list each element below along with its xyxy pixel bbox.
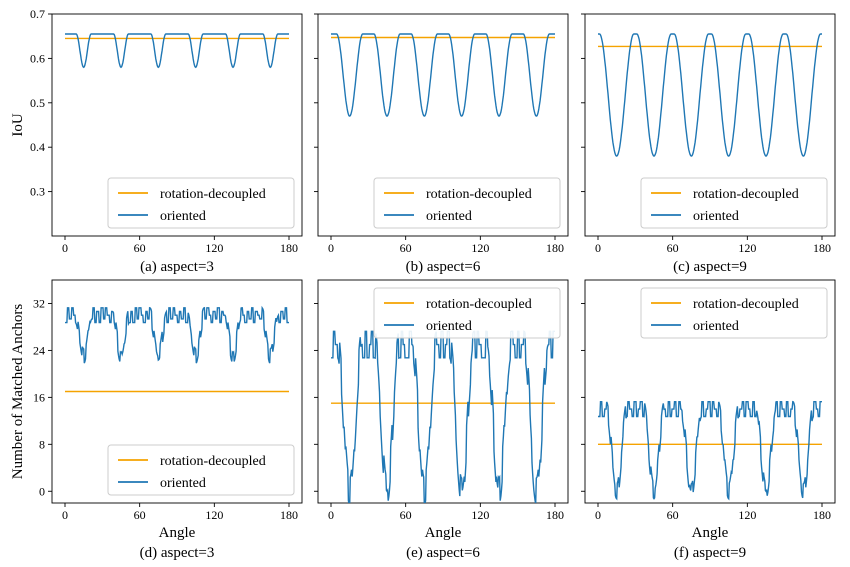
subplot-a: 0 60 120 180 0.3 0.4 0.5 0.6 0.7 rotation-decoupl…	[10, 7, 303, 275]
series-line-oriented	[598, 33, 822, 157]
legend-label: rotation-decoupled	[693, 297, 799, 312]
x-tick-label: 0	[328, 508, 334, 522]
legend-label: oriented	[160, 476, 206, 491]
y-tick-label: 0.5	[30, 96, 45, 110]
series-line-oriented	[65, 33, 289, 69]
x-tick-label: 120	[471, 241, 489, 255]
x-tick-label: 0	[595, 241, 601, 255]
x-tick-label: 180	[546, 508, 564, 522]
x-tick-label: 120	[471, 508, 489, 522]
legend-label: oriented	[693, 209, 739, 224]
x-tick-label: 60	[400, 508, 412, 522]
legend: rotation-decoupled oriented	[373, 287, 561, 339]
x-tick-label: 60	[134, 508, 146, 522]
series-line-oriented	[598, 400, 822, 501]
subplot-caption: (e) aspect=6	[406, 545, 480, 561]
legend-box	[107, 444, 295, 496]
legend-box	[373, 177, 561, 229]
legend-box	[640, 177, 828, 229]
x-tick-label: 180	[546, 241, 564, 255]
subplot-d: 0 60 120 180 0 8 16 24 32 rotation-decoupled orien…	[10, 279, 303, 561]
legend-box	[373, 287, 561, 339]
x-tick-label: 120	[205, 241, 223, 255]
x-tick-label: 120	[738, 241, 756, 255]
x-tick-label: 120	[205, 508, 223, 522]
x-tick-label: 0	[595, 508, 601, 522]
axes-frame	[584, 13, 836, 237]
x-tick-label: 0	[62, 241, 68, 255]
legend-label: rotation-decoupled	[693, 187, 799, 202]
y-tick-label: 16	[33, 390, 45, 404]
y-tick-label: 0.4	[30, 140, 45, 154]
legend: rotation-decoupled oriented	[107, 444, 295, 496]
subplot-c: 0 60 120 180 rotation-decoupled oriented (c) a…	[581, 13, 836, 275]
legend-box	[640, 287, 828, 339]
subplot-caption: (b) aspect=6	[406, 259, 481, 275]
y-axis-label: Number of Matched Anchors	[10, 304, 26, 480]
x-axis-label: Angle	[692, 525, 729, 541]
x-tick-label: 180	[813, 241, 831, 255]
legend: rotation-decoupled oriented	[373, 177, 561, 229]
legend-label: rotation-decoupled	[426, 187, 532, 202]
y-axis-label: IoU	[10, 113, 26, 136]
legend-label: rotation-decoupled	[426, 297, 532, 312]
x-tick-label: 60	[667, 241, 679, 255]
x-tick-label: 0	[62, 508, 68, 522]
legend-box	[107, 177, 295, 229]
axes-frame	[317, 279, 569, 504]
subplot-f: 0 60 120 180 rotation-decoupled oriented Angle…	[581, 279, 836, 561]
legend-label: rotation-decoupled	[160, 187, 266, 202]
y-tick-label: 0.3	[30, 185, 45, 199]
x-tick-label: 0	[328, 241, 334, 255]
axes-frame	[317, 13, 569, 237]
series-line-oriented	[65, 305, 289, 364]
series-line-oriented	[331, 330, 555, 503]
axes-frame	[584, 279, 836, 504]
y-tick-label: 0	[39, 484, 45, 498]
legend: rotation-decoupled oriented	[640, 177, 828, 229]
legend-label: oriented	[693, 319, 739, 334]
y-tick-label: 0.7	[30, 7, 45, 21]
x-tick-label: 60	[134, 241, 146, 255]
axes-frame	[51, 279, 303, 504]
legend-label: oriented	[426, 319, 472, 334]
subplot-caption: (d) aspect=3	[140, 545, 215, 561]
series-line-oriented	[331, 33, 555, 117]
x-tick-label: 60	[667, 508, 679, 522]
y-tick-label: 0.6	[30, 51, 45, 65]
legend-label: rotation-decoupled	[160, 454, 266, 469]
y-tick-label: 24	[33, 343, 45, 357]
x-tick-label: 60	[400, 241, 412, 255]
x-tick-label: 120	[738, 508, 756, 522]
subplot-caption: (f) aspect=9	[674, 545, 746, 561]
x-tick-label: 180	[813, 508, 831, 522]
legend-label: oriented	[160, 209, 206, 224]
subplot-e: 0 60 120 180 rotation-decoupled oriented Angle…	[314, 279, 569, 561]
x-axis-label: Angle	[425, 525, 462, 541]
legend: rotation-decoupled oriented	[107, 177, 295, 229]
legend: rotation-decoupled oriented	[640, 287, 828, 339]
x-tick-label: 180	[280, 241, 298, 255]
subplot-b: 0 60 120 180 rotation-decoupled oriented (b) a…	[314, 13, 569, 275]
subplot-caption: (c) aspect=9	[673, 259, 747, 275]
x-tick-label: 180	[280, 508, 298, 522]
x-axis-label: Angle	[159, 525, 196, 541]
y-tick-label: 32	[33, 296, 45, 310]
y-tick-label: 8	[39, 437, 45, 451]
axes-frame	[51, 13, 303, 237]
subplot-caption: (a) aspect=3	[140, 259, 214, 275]
legend-label: oriented	[426, 209, 472, 224]
